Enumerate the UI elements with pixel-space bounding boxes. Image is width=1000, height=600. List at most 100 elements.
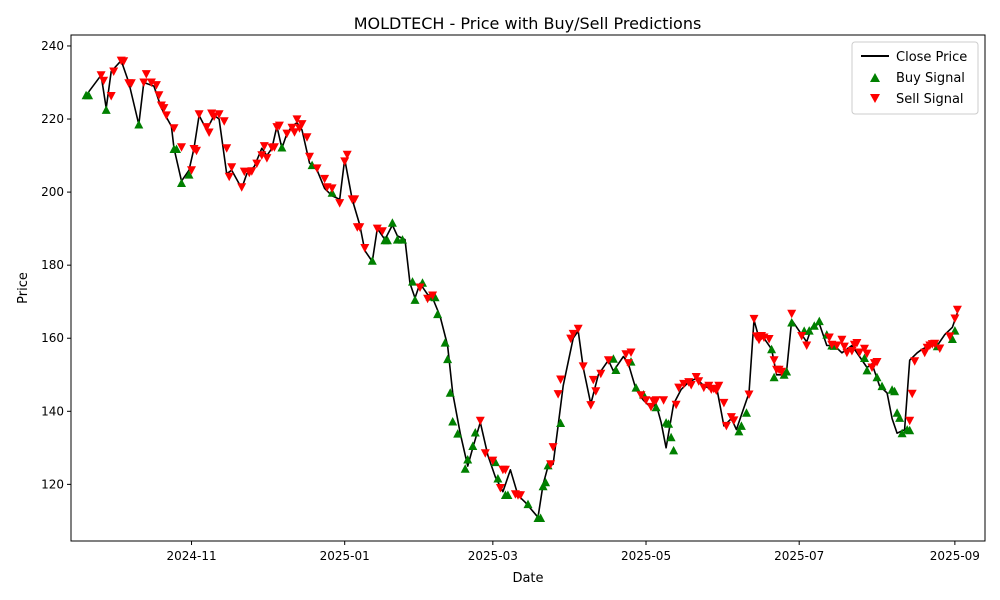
sell-signal-marker bbox=[360, 244, 370, 253]
sell-signal-marker bbox=[274, 121, 284, 131]
buy-signal-marker bbox=[556, 418, 566, 427]
sell-signal-marker bbox=[578, 362, 588, 371]
buy-signal-marker bbox=[503, 490, 513, 499]
buy-signal-marker bbox=[184, 170, 194, 179]
sell-signal-marker bbox=[842, 348, 852, 358]
y-tick-label: 200 bbox=[41, 185, 64, 199]
sell-signal-marker bbox=[327, 184, 337, 193]
sell-signal-marker bbox=[839, 342, 849, 352]
buy-signal-marker bbox=[877, 381, 887, 391]
sell-signal-marker bbox=[302, 133, 312, 142]
buy-signal-marker bbox=[172, 144, 181, 153]
buy-signal-marker bbox=[134, 120, 144, 129]
buy-signal-marker bbox=[101, 105, 111, 114]
y-axis: 120 140 160 180 200 220 240 bbox=[41, 39, 71, 491]
y-tick-label: 180 bbox=[41, 258, 64, 272]
sell-signal-marker bbox=[139, 78, 149, 87]
sell-signal-marker bbox=[282, 129, 292, 139]
sell-signal-marker bbox=[161, 111, 171, 120]
sell-signal-marker bbox=[500, 465, 510, 475]
sell-signal-marker bbox=[99, 76, 109, 86]
sell-signal-marker bbox=[350, 195, 360, 204]
buy-signal-marker bbox=[453, 429, 463, 438]
sell-signal-marker bbox=[671, 400, 681, 410]
sell-signal-marker bbox=[749, 314, 759, 324]
sell-signal-marker bbox=[262, 154, 272, 163]
axes-frame bbox=[70, 34, 986, 542]
buy-signal-marker bbox=[463, 455, 473, 464]
x-tick-label: 2025-03 bbox=[468, 549, 518, 563]
sell-signal-marker bbox=[177, 143, 186, 152]
buy-signal-marker bbox=[277, 143, 287, 152]
sell-signal-marker bbox=[641, 396, 651, 405]
sell-signal-marker bbox=[214, 110, 224, 119]
sell-signal-marker bbox=[824, 333, 834, 342]
sell-signal-marker bbox=[872, 358, 882, 367]
sell-signal-marker bbox=[428, 291, 438, 300]
sell-signal-marker bbox=[159, 104, 169, 113]
chart-title: MOLDTECH - Price with Buy/Sell Predictio… bbox=[354, 14, 702, 33]
sell-signal-marker bbox=[297, 120, 307, 129]
sell-signal-marker bbox=[247, 167, 257, 176]
sell-signal-marker bbox=[202, 123, 212, 132]
sell-signal-marker bbox=[119, 57, 129, 66]
sell-signal-layer bbox=[96, 56, 962, 500]
buy-signal-marker bbox=[890, 386, 900, 396]
sell-signal-marker bbox=[945, 332, 955, 341]
sell-signal-marker bbox=[930, 339, 940, 349]
y-axis-title: Price bbox=[16, 272, 31, 304]
sell-signal-marker bbox=[372, 224, 382, 234]
sell-signal-marker bbox=[787, 309, 797, 319]
sell-signal-marker bbox=[860, 344, 869, 354]
buy-signal-marker bbox=[814, 316, 824, 326]
sell-signal-marker bbox=[488, 456, 498, 466]
sell-signal-marker bbox=[719, 398, 729, 408]
sell-signal-marker bbox=[603, 356, 613, 365]
buy-signal-marker bbox=[666, 432, 676, 442]
sell-signal-marker bbox=[312, 164, 322, 173]
sell-signal-marker bbox=[651, 396, 661, 405]
sell-signal-marker bbox=[252, 159, 262, 169]
buy-signal-marker bbox=[387, 218, 397, 227]
x-tick-label: 2025-07 bbox=[774, 549, 824, 563]
sell-signal-marker bbox=[257, 151, 267, 160]
sell-signal-marker bbox=[591, 387, 601, 396]
sell-signal-marker bbox=[694, 377, 704, 386]
sell-signal-marker bbox=[194, 110, 204, 119]
buy-signal-marker bbox=[433, 309, 443, 319]
buy-signal-marker bbox=[872, 372, 882, 382]
sell-signal-marker bbox=[852, 339, 862, 348]
buy-signal-marker bbox=[398, 235, 407, 244]
sell-signal-marker bbox=[588, 375, 598, 385]
close-price-line-layer bbox=[85, 59, 959, 519]
buy-signal-marker bbox=[608, 354, 618, 363]
buy-signal-marker bbox=[669, 445, 679, 455]
sell-signal-marker bbox=[335, 199, 345, 208]
sell-signal-marker bbox=[699, 383, 709, 393]
sell-signal-marker bbox=[475, 416, 485, 426]
buy-signal-marker bbox=[862, 365, 872, 375]
buy-signal-marker bbox=[742, 408, 751, 417]
buy-signal-marker bbox=[736, 421, 746, 430]
sell-signal-marker bbox=[568, 329, 578, 339]
sell-signal-marker bbox=[546, 460, 556, 469]
sell-signal-marker bbox=[679, 379, 689, 389]
sell-signal-marker bbox=[342, 150, 352, 160]
sell-signal-marker bbox=[480, 449, 490, 458]
sell-signal-marker bbox=[169, 124, 179, 133]
buy-signal-marker bbox=[408, 277, 417, 286]
sell-signal-marker bbox=[721, 421, 731, 431]
sell-signal-marker bbox=[548, 443, 558, 452]
legend: Close Price Buy Signal Sell Signal bbox=[851, 41, 979, 115]
buy-signal-marker bbox=[804, 326, 814, 335]
sell-signal-marker bbox=[141, 70, 151, 79]
sell-signal-marker bbox=[96, 71, 106, 80]
buy-signal-marker bbox=[367, 256, 377, 265]
sell-signal-marker bbox=[219, 117, 229, 126]
sell-signal-marker bbox=[516, 491, 525, 500]
sell-signal-marker bbox=[287, 123, 297, 133]
buy-signal-marker bbox=[631, 383, 641, 392]
buy-signal-marker bbox=[769, 372, 779, 382]
sell-signal-marker bbox=[659, 396, 669, 405]
sell-signal-marker bbox=[187, 166, 196, 175]
